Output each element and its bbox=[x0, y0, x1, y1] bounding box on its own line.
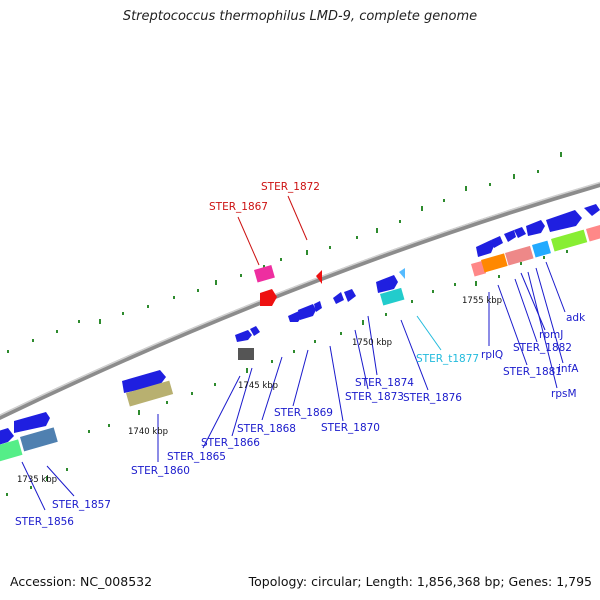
gene-label: STER_1860 bbox=[131, 465, 190, 477]
gene-block bbox=[504, 245, 534, 266]
scale-label-1735: 1735 kbp bbox=[17, 475, 57, 485]
gene-arrow bbox=[122, 370, 166, 393]
gene-block bbox=[551, 229, 588, 252]
gene-features bbox=[0, 204, 600, 462]
genome-summary-text: Topology: circular; Length: 1,856,368 bp… bbox=[248, 574, 592, 589]
gene-label: STER_1857 bbox=[52, 499, 111, 511]
gene-arrow bbox=[504, 230, 516, 242]
genome-backbone bbox=[0, 181, 600, 420]
gene-block bbox=[380, 287, 405, 306]
gene-arrow bbox=[476, 240, 494, 257]
map-title: Streptococcus thermophilus LMD-9, comple… bbox=[122, 9, 478, 24]
gene-label: STER_1882 bbox=[513, 342, 572, 354]
scale-label-1750: 1750 kbp bbox=[352, 338, 392, 348]
gene-arrow bbox=[333, 292, 344, 304]
gene-arrow bbox=[344, 289, 356, 302]
gene-label: STER_1868 bbox=[237, 423, 296, 435]
gene-block bbox=[238, 348, 254, 360]
tick-marks bbox=[6, 152, 568, 496]
gene-label: STER_1873 bbox=[345, 391, 404, 403]
gene-labels: STER_1856 STER_1857 STER_1860 STER_1865 … bbox=[15, 181, 586, 528]
scale-label-1745: 1745 kbp bbox=[238, 381, 278, 391]
gene-arrow bbox=[546, 210, 582, 232]
gene-arrow bbox=[250, 326, 260, 336]
gene-arrow bbox=[235, 330, 252, 342]
gene-arrow bbox=[376, 275, 398, 293]
gene-label: STER_1881 bbox=[503, 366, 562, 378]
gene-arrow bbox=[491, 236, 503, 248]
scale-label-1740: 1740 kbp bbox=[128, 427, 168, 437]
gene-arrow bbox=[584, 204, 600, 216]
gene-label: STER_1876 bbox=[403, 392, 462, 404]
gene-label: STER_1869 bbox=[274, 407, 333, 419]
gene-label: STER_t1877 bbox=[416, 353, 479, 365]
gene-arrow bbox=[314, 301, 322, 312]
scale-labels: 1735 kbp 1740 kbp 1745 kbp 1750 kbp 1755… bbox=[17, 296, 502, 485]
gene-label: STER_1866 bbox=[201, 437, 260, 449]
gene-block bbox=[254, 265, 275, 283]
gene-arrow bbox=[514, 227, 526, 238]
gene-arrow bbox=[0, 428, 14, 445]
gene-arrow bbox=[14, 412, 50, 433]
gene-label: STER_1867 bbox=[209, 201, 268, 213]
gene-label: STER_1870 bbox=[321, 422, 380, 434]
gene-arrow bbox=[526, 220, 545, 236]
gene-label: STER_1865 bbox=[167, 451, 226, 463]
trna-arrow bbox=[399, 268, 405, 279]
gene-block bbox=[481, 253, 508, 273]
scale-label-1755: 1755 kbp bbox=[462, 296, 502, 306]
gene-arrow bbox=[316, 270, 322, 284]
accession-text: Accession: NC_008532 bbox=[10, 574, 153, 589]
gene-block bbox=[0, 439, 23, 462]
gene-label: STER_1856 bbox=[15, 516, 74, 528]
gene-label: STER_1874 bbox=[355, 377, 414, 389]
gene-block bbox=[586, 224, 600, 242]
gene-label: rplQ bbox=[481, 349, 503, 361]
gene-label: STER_1872 bbox=[261, 181, 320, 193]
gene-label: infA bbox=[558, 363, 579, 375]
gene-arrow bbox=[260, 289, 277, 306]
gene-block bbox=[126, 380, 174, 407]
gene-block bbox=[532, 240, 551, 258]
gene-arrow bbox=[288, 311, 301, 322]
gene-block bbox=[19, 427, 58, 452]
gene-label: adk bbox=[566, 312, 586, 324]
gene-arrow bbox=[298, 304, 316, 320]
label-leaders bbox=[21, 195, 566, 511]
gene-label: rpsM bbox=[551, 388, 577, 400]
gene-label: rpmJ bbox=[539, 329, 563, 341]
